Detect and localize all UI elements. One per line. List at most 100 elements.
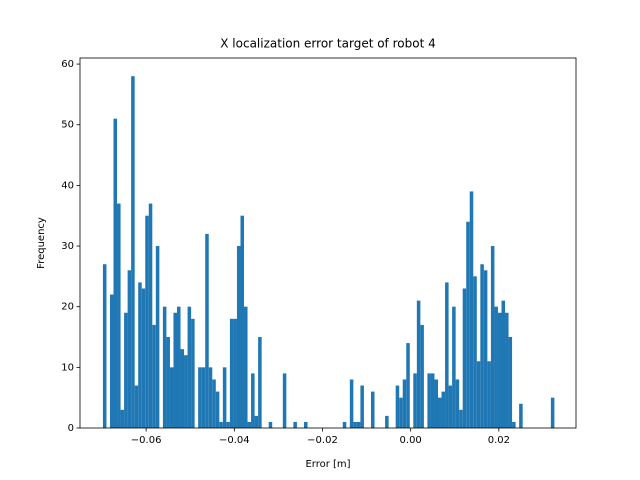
bar: [180, 349, 185, 428]
y-tick-label: 0: [68, 423, 74, 434]
bar: [497, 312, 502, 428]
bar: [487, 361, 491, 428]
y-tick-label: 10: [61, 362, 74, 373]
bar: [462, 288, 467, 428]
bar: [173, 312, 177, 428]
y-tick-label: 30: [61, 241, 74, 252]
bar: [162, 306, 167, 428]
bar: [480, 264, 484, 428]
x-tick-label: −0.02: [307, 435, 338, 446]
bar: [490, 246, 495, 428]
bar: [141, 288, 146, 428]
bar: [466, 221, 470, 428]
plot-frame: [79, 57, 577, 429]
y-tick-label: 60: [61, 59, 74, 70]
bar: [476, 361, 481, 428]
bar: [131, 76, 135, 429]
bar: [208, 367, 213, 428]
bar: [201, 367, 206, 428]
bar: [212, 379, 216, 428]
bar: [236, 246, 241, 428]
y-tick-label: 20: [61, 302, 74, 313]
bar: [233, 318, 237, 428]
bar: [342, 421, 347, 428]
bar: [134, 385, 139, 428]
bar: [215, 391, 220, 428]
bar: [452, 306, 456, 428]
bar: [303, 421, 308, 428]
bar: [127, 270, 132, 428]
bar: [469, 191, 474, 428]
bar: [438, 397, 442, 428]
x-tick-label: −0.06: [131, 435, 162, 446]
chart-title: X localization error target of robot 4: [220, 37, 435, 51]
bar: [441, 391, 446, 428]
bar: [385, 415, 389, 428]
bar: [399, 397, 403, 428]
bar: [512, 421, 516, 428]
bar: [349, 379, 354, 428]
bar: [508, 337, 513, 428]
bar: [434, 379, 439, 428]
bar: [247, 421, 252, 428]
bar: [166, 337, 170, 428]
bar: [258, 337, 262, 428]
y-tick-label: 50: [61, 120, 74, 131]
bar: [251, 373, 255, 428]
bar: [205, 233, 209, 428]
bar: [483, 270, 488, 428]
bar: [240, 215, 245, 428]
bar: [117, 203, 121, 428]
bar: [370, 391, 375, 428]
bar: [138, 282, 142, 428]
bar: [293, 421, 297, 428]
bar: [109, 294, 114, 428]
x-axis-label: Error [m]: [305, 459, 350, 470]
bar: [254, 415, 259, 428]
bar: [244, 306, 248, 428]
bar: [102, 264, 107, 428]
y-tick-label: 40: [61, 180, 74, 191]
bar: [187, 306, 192, 428]
bar: [501, 300, 506, 428]
bar: [416, 300, 421, 428]
bar: [356, 421, 361, 428]
bar: [448, 385, 453, 428]
bar: [155, 246, 160, 428]
bar: [445, 282, 449, 428]
bar: [473, 276, 477, 428]
bar: [219, 421, 223, 428]
bar: [184, 355, 188, 428]
bar: [148, 203, 153, 428]
bar: [459, 409, 463, 428]
bar: [402, 379, 407, 428]
bar: [152, 324, 156, 428]
bar: [353, 421, 357, 428]
bar: [124, 312, 128, 428]
bar: [427, 373, 431, 428]
bar: [226, 421, 230, 428]
x-tick-label: 0.00: [400, 435, 422, 446]
x-tick-label: 0.02: [488, 435, 510, 446]
bar: [176, 306, 181, 428]
bar: [420, 324, 424, 428]
bar: [505, 312, 509, 428]
bar: [120, 409, 125, 428]
bar: [169, 367, 174, 428]
bar: [395, 385, 400, 428]
bar: [222, 367, 227, 428]
bar: [282, 373, 287, 428]
y-axis-label: Frequency: [36, 217, 47, 269]
bar: [113, 118, 118, 429]
bar: [406, 343, 410, 428]
bar: [430, 373, 435, 428]
x-tick-label: −0.04: [219, 435, 250, 446]
bar: [494, 306, 498, 428]
bar: [198, 367, 202, 428]
bar: [145, 215, 149, 428]
bar: [360, 385, 364, 428]
bar: [191, 318, 195, 428]
bar: [519, 403, 523, 428]
bar: [268, 421, 273, 428]
